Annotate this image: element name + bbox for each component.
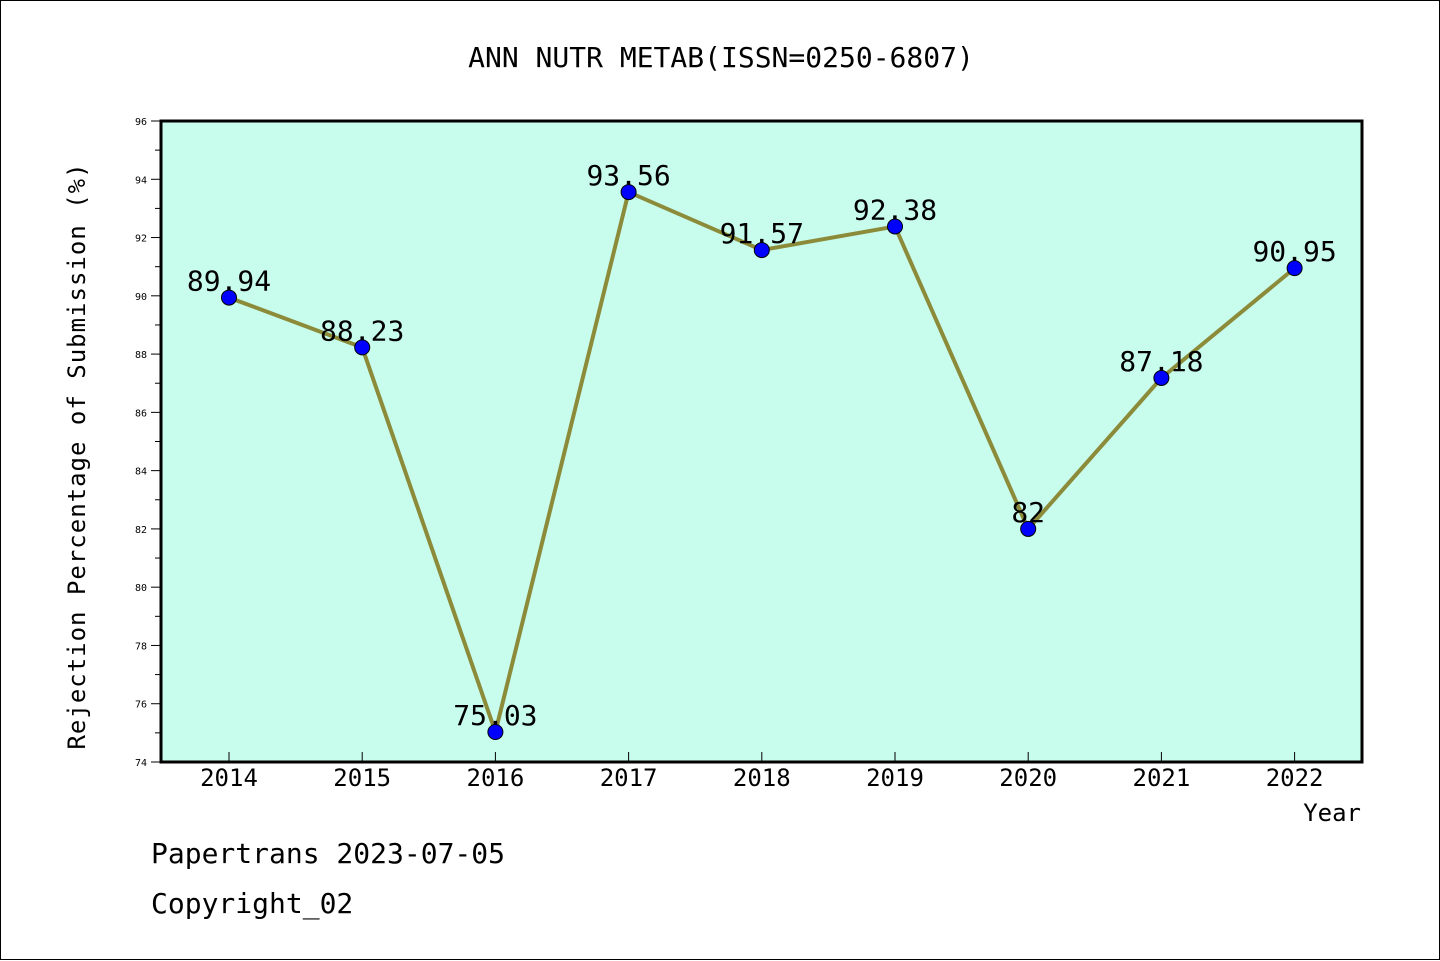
y-tick-label: 82 xyxy=(135,525,147,536)
x-tick-label: 2019 xyxy=(866,764,924,792)
x-tick-label: 2021 xyxy=(1133,764,1191,792)
data-point xyxy=(620,184,637,201)
y-axis-label: Rejection Percentage of Submission (%) xyxy=(63,162,91,749)
x-tick-label: 2016 xyxy=(467,764,525,792)
data-label: 91.57 xyxy=(720,217,804,250)
data-point xyxy=(354,339,371,356)
data-label: 88.23 xyxy=(320,314,404,347)
data-label: 90.95 xyxy=(1252,235,1336,268)
y-tick-label: 80 xyxy=(135,583,147,594)
y-tick-label: 90 xyxy=(135,292,147,303)
data-point xyxy=(221,289,237,306)
data-label: 75.03 xyxy=(453,699,537,732)
data-label: 92.38 xyxy=(853,193,937,226)
y-tick-label: 84 xyxy=(135,467,147,478)
source-date-text: Papertrans 2023-07-05 xyxy=(151,837,506,870)
data-point xyxy=(1286,260,1303,277)
data-point xyxy=(1153,369,1170,386)
data-label: 93.56 xyxy=(586,159,670,192)
y-tick-label: 94 xyxy=(135,175,147,186)
x-tick-label: 2022 xyxy=(1266,764,1324,792)
y-tick-label: 74 xyxy=(135,758,147,769)
x-tick-label: 2015 xyxy=(333,764,391,792)
series-layer: 89.94 88.23 75.03 93.56 91.57 92.38 82 87.18 90.… xyxy=(187,159,1337,740)
x-tick-label: 2020 xyxy=(999,764,1057,792)
x-tick-label: 2018 xyxy=(733,764,791,792)
x-tick-label: 2014 xyxy=(200,764,258,792)
y-tick-label: 78 xyxy=(135,641,147,652)
plot-area xyxy=(159,119,1364,764)
y-tick-label: 92 xyxy=(135,234,147,245)
data-point xyxy=(887,218,903,235)
data-point xyxy=(487,723,504,740)
x-axis: 2014 2015 2016 2017 2018 2019 2020 2021 2022 xyxy=(200,752,1323,792)
data-label: 87.18 xyxy=(1119,345,1203,378)
x-axis-label: Year xyxy=(1303,799,1361,827)
y-axis: 74 76 78 80 82 84 86 88 90 92 94 96 xyxy=(135,117,161,769)
data-label: 82 xyxy=(1011,496,1045,529)
data-point xyxy=(753,242,770,259)
data-label: 89.94 xyxy=(187,265,271,298)
x-tick-label: 2017 xyxy=(600,764,658,792)
y-tick-label: 96 xyxy=(135,117,147,128)
data-point xyxy=(1020,520,1037,537)
copyright-text: Copyright_02 xyxy=(151,887,354,920)
y-tick-label: 88 xyxy=(135,350,147,361)
chart-title: ANN NUTR METAB(ISSN=0250-6807) xyxy=(468,41,974,74)
y-tick-label: 86 xyxy=(135,408,147,419)
y-tick-label: 76 xyxy=(135,700,147,711)
